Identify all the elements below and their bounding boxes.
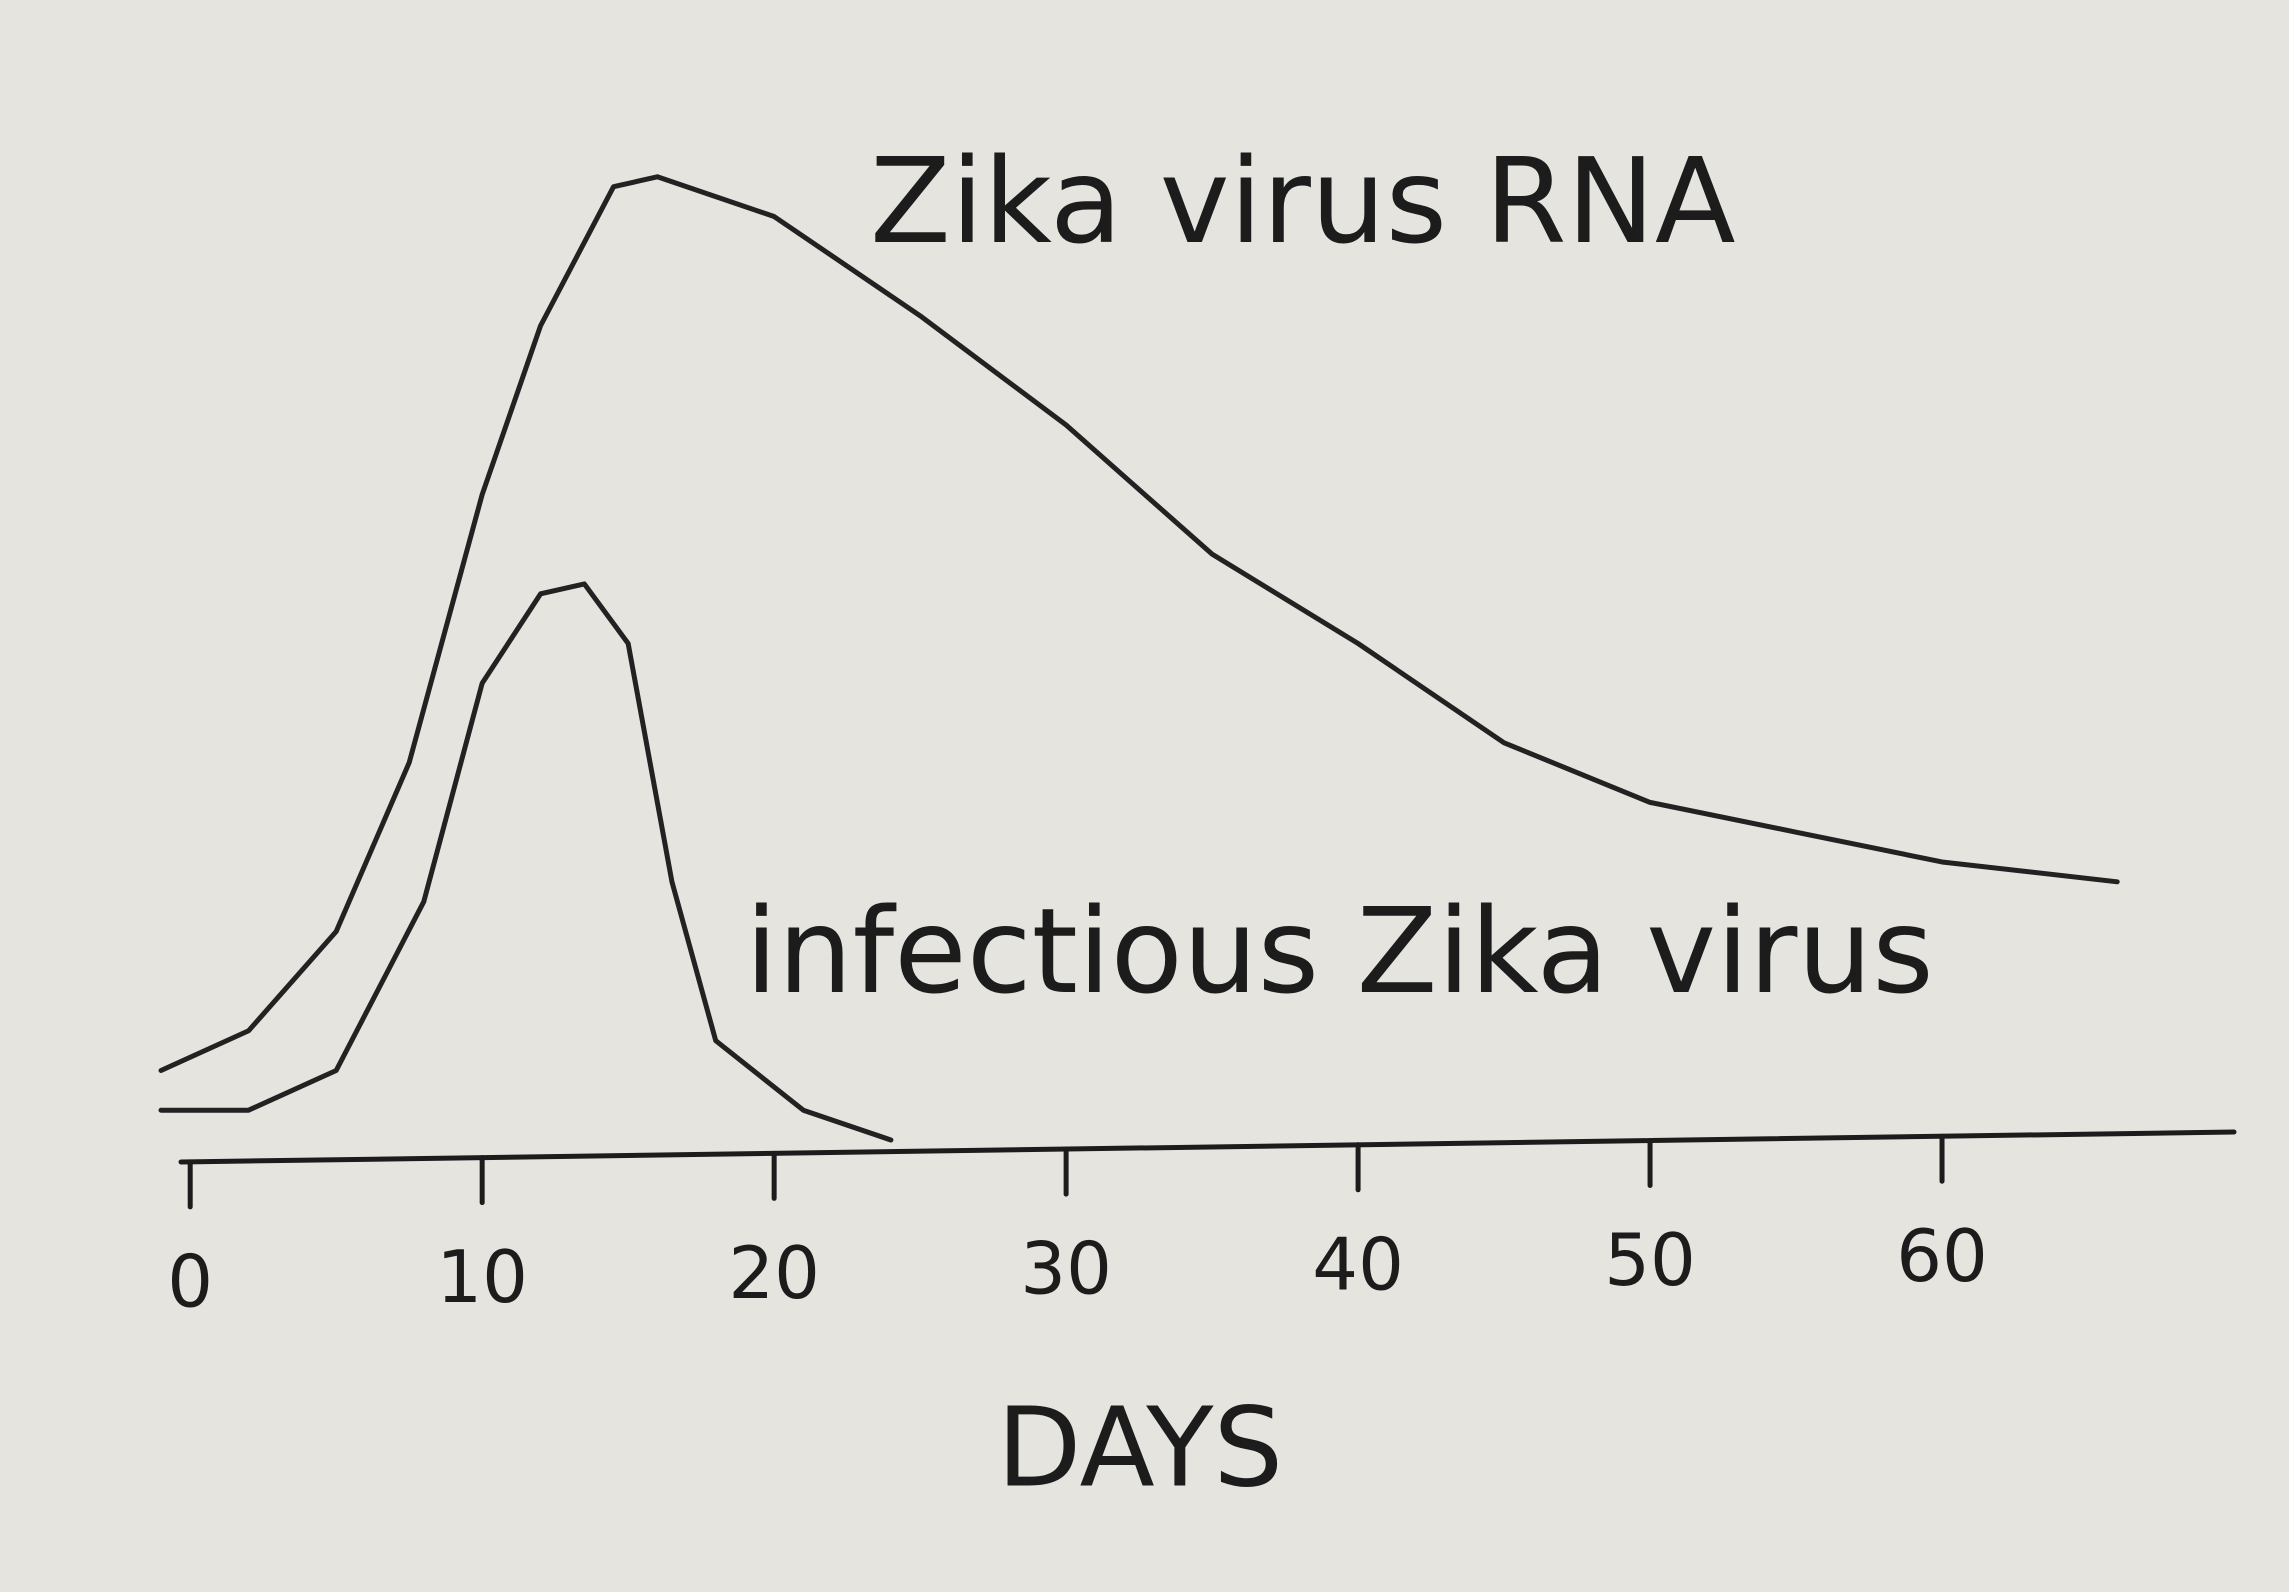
x-axis xyxy=(178,1129,2237,1165)
series-line xyxy=(158,174,2120,1073)
series-label: Zika virus RNA xyxy=(870,132,1736,270)
x-tick-label: 0 xyxy=(167,1239,213,1323)
x-tick-label: 60 xyxy=(1896,1214,1988,1298)
x-tick-label: 40 xyxy=(1312,1222,1404,1306)
x-tick-label: 20 xyxy=(728,1231,820,1315)
series-line xyxy=(158,581,894,1143)
series-label: infectious Zika virus xyxy=(745,882,1934,1020)
x-tick-label: 10 xyxy=(436,1235,528,1319)
x-tick-label: 50 xyxy=(1604,1218,1696,1302)
x-tick-label: 30 xyxy=(1020,1227,1112,1311)
x-axis-label: DAYS xyxy=(997,1383,1284,1511)
